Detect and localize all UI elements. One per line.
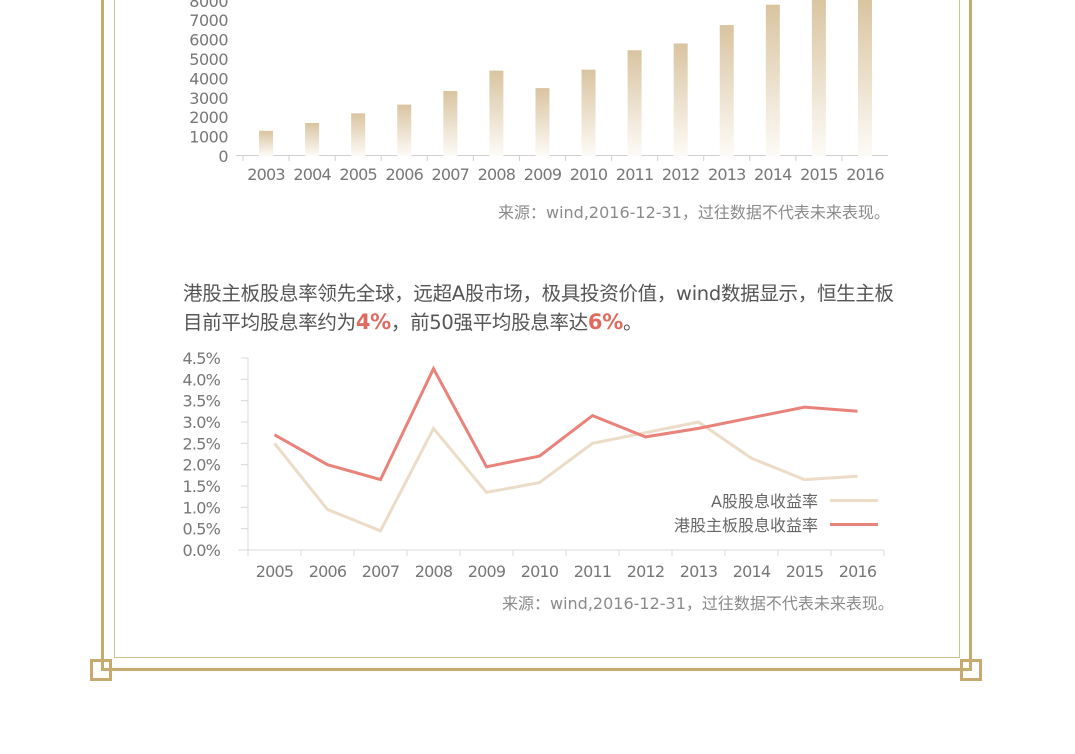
- bar-y-tick-label: 6000: [189, 31, 228, 50]
- bar-y-tick-label: 1000: [189, 128, 228, 147]
- line-y-tick-label: 3.5%: [183, 392, 221, 411]
- bar: [305, 123, 320, 156]
- bar-x-tick-label: 2010: [570, 165, 608, 184]
- bar-x-tick-label: 2016: [846, 165, 884, 184]
- intro-highlight-4pct: 4%: [355, 310, 391, 334]
- bar-x-tick-label: 2005: [339, 165, 377, 184]
- bar: [351, 113, 366, 156]
- bar: [489, 70, 504, 156]
- bar-y-tick-label: 2000: [189, 108, 228, 127]
- line-x-tick-label: 2005: [256, 562, 294, 581]
- bar: [627, 50, 642, 156]
- line-y-tick-label: 3.0%: [183, 413, 221, 432]
- legend-item-a-share: A股股息收益率: [711, 488, 878, 512]
- frame-inner: [114, 0, 960, 658]
- bar: [811, 0, 826, 157]
- bar: [535, 88, 550, 156]
- line-y-tick-label: 0.0%: [183, 541, 221, 560]
- source-note-bar-chart: 来源：wind,2016-12-31，过往数据不代表未来表现。: [498, 203, 890, 222]
- line-x-tick-label: 2013: [680, 562, 718, 581]
- series-line-hk-main: [273, 365, 858, 482]
- intro-text-2: ，前50强平均股息率达: [390, 311, 588, 334]
- line-y-tick-label: 0.5%: [183, 520, 221, 539]
- legend-swatch-a-share: [830, 498, 878, 502]
- line-y-tick-label: 4.5%: [183, 349, 221, 368]
- line-x-tick-label: 2012: [627, 562, 665, 581]
- line-y-tick-label: 1.0%: [183, 498, 221, 517]
- frame-corner-bottom-right: [960, 659, 982, 681]
- bar-x-tick-label: 2004: [293, 165, 331, 184]
- frame-corner-bottom-left: [90, 659, 112, 681]
- line-y-tick-label: 2.5%: [183, 434, 221, 453]
- intro-highlight-6pct: 6%: [587, 310, 623, 334]
- legend-item-hk-main: 港股主板股息收益率: [674, 512, 878, 536]
- intro-text-3: 。: [622, 311, 643, 334]
- line-y-tick-label: 2.0%: [183, 456, 221, 475]
- bar: [673, 43, 688, 157]
- legend-swatch-hk-main: [830, 522, 878, 526]
- bar-y-tick-label: 8000: [189, 0, 228, 11]
- line-y-tick-label: 1.5%: [183, 477, 221, 496]
- bar: [443, 91, 458, 156]
- line-x-tick-label: 2007: [362, 562, 400, 581]
- bar-x-tick-label: 2013: [708, 165, 746, 184]
- line-y-tick-label: 4.0%: [183, 370, 221, 389]
- bar-x-tick-label: 2015: [800, 165, 838, 184]
- line-x-tick-label: 2010: [521, 562, 559, 581]
- line-x-tick-label: 2009: [468, 562, 506, 581]
- intro-paragraph: 港股主板股息率领先全球，远超A股市场，极具投资价值，wind数据显示，恒生主板目…: [183, 280, 903, 337]
- bar-x-tick-label: 2008: [478, 165, 516, 184]
- bar-x-tick-label: 2009: [524, 165, 562, 184]
- bar-x-tick-label: 2011: [616, 165, 654, 184]
- bar: [397, 104, 412, 156]
- source-note-line-chart: 来源：wind,2016-12-31，过往数据不代表未来表现。: [502, 594, 894, 613]
- bar: [765, 4, 780, 157]
- bar-x-tick-label: 2014: [754, 165, 792, 184]
- line-x-tick-label: 2014: [733, 562, 771, 581]
- line-x-tick-label: 2016: [839, 562, 877, 581]
- bar-y-tick-label: 3000: [189, 89, 228, 108]
- line-x-tick-label: 2006: [309, 562, 347, 581]
- line-x-tick-label: 2015: [786, 562, 824, 581]
- bar-y-tick-label: 5000: [189, 50, 228, 69]
- bar-y-tick-label: 7000: [189, 11, 228, 30]
- intro-text-1: 港股主板股息率领先全球，远超A股市场，极具投资价值，wind数据显示，恒生主板目…: [183, 282, 894, 334]
- bar: [259, 130, 274, 156]
- bar: [581, 69, 596, 156]
- bar-x-tick-label: 2003: [247, 165, 285, 184]
- legend-label-a-share: A股股息收益率: [711, 492, 818, 511]
- frame-outer: [101, 0, 972, 671]
- line-x-tick-label: 2008: [415, 562, 453, 581]
- bar-x-tick-label: 2012: [662, 165, 700, 184]
- bar: [719, 25, 734, 156]
- bar-y-tick-label: 0: [218, 147, 228, 166]
- series-line-a-share: [273, 420, 858, 533]
- bar-x-tick-label: 2007: [432, 165, 470, 184]
- line-x-tick-label: 2011: [574, 562, 612, 581]
- bar: [857, 0, 872, 156]
- bar-x-tick-label: 2006: [385, 165, 423, 184]
- legend-label-hk-main: 港股主板股息收益率: [673, 516, 818, 535]
- bar-y-tick-label: 4000: [189, 69, 228, 88]
